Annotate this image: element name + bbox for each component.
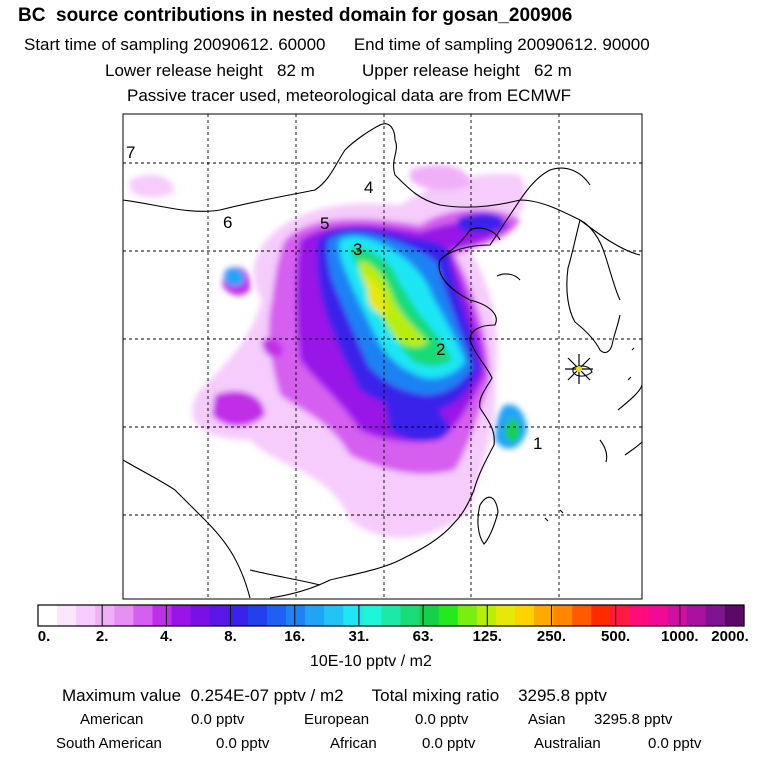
colorbar-swatch <box>76 605 96 626</box>
region-label-1: 1 <box>533 434 542 453</box>
colorbar-swatch <box>228 605 249 626</box>
colorbar-tick-label: 31. <box>348 628 370 645</box>
region-labels: 1 2 3 4 5 6 7 <box>126 143 542 453</box>
african-value: 0.0 pptv <box>422 735 476 752</box>
region-label-6: 6 <box>223 213 232 232</box>
colorbar-swatch <box>133 605 154 626</box>
colorbar-swatch <box>190 605 211 626</box>
sampling-time-line: Start time of sampling 20090612. 60000 E… <box>24 35 650 55</box>
colorbar-swatch <box>343 605 363 626</box>
coastline <box>123 123 641 599</box>
lower-release-height: Lower release height 82 m <box>105 61 315 80</box>
colorbar-swatch <box>495 605 516 626</box>
plot-title: BC source contributions in nested domain… <box>18 5 573 26</box>
colorbar-swatch <box>38 605 58 626</box>
contribution-plume <box>130 165 527 538</box>
colorbar-swatch <box>286 605 306 626</box>
colorbar-unit: 10E-10 pptv / m2 <box>310 653 432 670</box>
colorbar-swatch <box>324 605 344 626</box>
region-label-2: 2 <box>436 340 445 359</box>
maximum-value: Maximum value 0.254E-07 pptv / m2 <box>62 686 344 705</box>
colorbar-tick-label: 4. <box>160 628 173 645</box>
colorbar-swatch <box>648 605 669 626</box>
colorbar-swatch <box>667 605 688 626</box>
colorbar-swatch <box>686 605 707 626</box>
colorbar-swatch <box>247 605 268 626</box>
colorbar-tick-label: 8. <box>224 628 237 645</box>
total-mixing-ratio: Total mixing ratio 3295.8 pptv <box>371 686 607 705</box>
colorbar-swatch <box>457 605 478 626</box>
colorbar-swatch <box>476 605 497 626</box>
region-label-5: 5 <box>320 214 329 233</box>
colorbar-swatch <box>362 605 383 626</box>
colorbar-tick-label: 2000. <box>711 628 749 645</box>
colorbar-swatch <box>171 605 192 626</box>
colorbar-swatch <box>515 605 535 626</box>
australian-label: Australian <box>534 735 601 752</box>
colorbar-swatch <box>534 605 554 626</box>
asian-value: 3295.8 pptv <box>594 711 673 728</box>
colorbar-swatch <box>705 605 726 626</box>
colorbar-tick-label: 500. <box>601 628 631 645</box>
colorbar-tick-label: 63. <box>412 628 434 645</box>
graticule <box>123 114 642 599</box>
receptor-star-icon <box>565 354 593 384</box>
colorbar-tick-label: 250. <box>536 628 567 645</box>
colorbar-swatch <box>629 605 650 626</box>
summary-max-line: Maximum value 0.254E-07 pptv / m2 Total … <box>62 686 607 706</box>
south-american-label: South American <box>56 735 162 752</box>
colorbar-swatch <box>438 605 459 626</box>
colorbar-swatch <box>572 605 592 626</box>
colorbar-tick-label: 16. <box>284 628 306 645</box>
start-time: Start time of sampling 20090612. 60000 <box>24 35 326 54</box>
release-height-line: Lower release height 82 m Upper release … <box>105 61 572 81</box>
tracer-info: Passive tracer used, meteorological data… <box>127 86 572 105</box>
colorbar-swatch <box>114 605 135 626</box>
european-value: 0.0 pptv <box>415 711 469 728</box>
map-frame <box>122 113 643 600</box>
colorbar-swatch <box>591 605 612 626</box>
colorbar-tick-label: 0. <box>37 628 51 645</box>
colorbar-swatch <box>209 605 230 626</box>
colorbar-swatch <box>400 605 421 626</box>
colorbar-swatch <box>610 605 631 626</box>
colorbar-swatch <box>152 605 173 626</box>
asian-label: Asian <box>528 711 566 728</box>
islands <box>477 347 642 545</box>
american-label: American <box>80 711 144 728</box>
african-label: African <box>330 735 377 752</box>
region-label-7: 7 <box>126 143 135 162</box>
colorbar-tick-label: 2. <box>95 628 109 645</box>
colorbar-swatch <box>419 605 440 626</box>
colorbar-swatch <box>305 605 325 626</box>
colorbar-ticks <box>37 605 745 626</box>
upper-release-height: Upper release height 62 m <box>362 61 572 80</box>
european-label: European <box>304 711 370 728</box>
colorbar <box>38 605 745 626</box>
region-label-4: 4 <box>364 178 373 197</box>
south-american-value: 0.0 pptv <box>216 735 270 752</box>
american-value: 0.0 pptv <box>191 711 245 728</box>
colorbar-swatch <box>381 605 402 626</box>
colorbar-tick-label: 1000. <box>661 628 699 645</box>
colorbar-swatch <box>266 605 287 626</box>
end-time: End time of sampling 20090612. 90000 <box>353 35 650 54</box>
colorbar-tick-label: 125. <box>472 628 502 645</box>
colorbar-swatch <box>57 605 77 626</box>
colorbar-swatch <box>724 605 745 626</box>
region-label-3: 3 <box>353 240 362 259</box>
colorbar-swatch <box>95 605 115 626</box>
colorbar-swatch <box>553 605 573 626</box>
australian-value: 0.0 pptv <box>648 735 702 752</box>
map-field: 1 2 3 4 5 6 7 <box>123 114 642 599</box>
